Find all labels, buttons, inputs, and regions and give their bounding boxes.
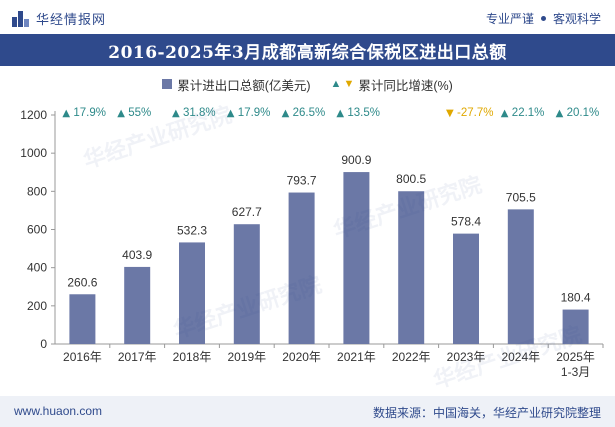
growth-up-triangle-icon: ▲ [282, 108, 290, 119]
bar [507, 209, 534, 344]
growth-up-triangle-icon: ▲ [227, 108, 235, 119]
x-tick-label: 2025年 [556, 350, 595, 364]
slogan: 专业严谨 客观科学 [486, 10, 601, 27]
x-tick-label: 2024年 [501, 350, 540, 364]
footer-source: 数据来源：中国海关，华经产业研究院整理 [372, 406, 601, 420]
growth-label: 26.5% [293, 107, 326, 119]
bar-value-label: 705.5 [506, 190, 536, 204]
brand-name: 华经情报网 [36, 12, 107, 27]
y-tick-label: 600 [27, 223, 47, 237]
bar-value-label: 532.3 [177, 223, 207, 237]
slogan-dot-icon [540, 16, 546, 21]
y-tick-label: 0 [40, 337, 47, 351]
bar-value-label: 800.5 [396, 172, 426, 186]
bar [124, 266, 151, 344]
x-tick-label: 2022年 [392, 350, 431, 364]
growth-label: 17.9% [238, 107, 271, 119]
bar-value-label: 627.7 [232, 205, 262, 219]
brand[interactable]: 华经情报网 [12, 9, 106, 28]
top-bar: 华经情报网 专业严谨 客观科学 [0, 0, 615, 34]
bar [453, 233, 479, 344]
x-tick-label: 2016年 [63, 350, 102, 364]
bar-value-label: 793.7 [287, 174, 317, 188]
y-tick-label: 1200 [20, 108, 47, 122]
footer-site-link[interactable]: www.huaon.com [14, 404, 103, 418]
bar [562, 309, 589, 344]
bar [179, 242, 205, 344]
x-tick-label: 2019年 [227, 350, 266, 364]
growth-up-triangle-icon: ▲ [62, 108, 70, 119]
footer: www.huaon.com 数据来源：中国海关，华经产业研究院整理 [0, 396, 615, 427]
growth-up-triangle-icon: ▲ [117, 108, 125, 119]
legend-bar-swatch-icon [162, 79, 173, 89]
growth-up-triangle-icon: ▲ [501, 108, 509, 119]
slogan-right: 客观科学 [552, 12, 601, 26]
growth-label: 31.8% [183, 107, 216, 119]
growth-label: -27.7% [457, 107, 493, 119]
bar [69, 294, 96, 344]
y-tick-label: 1000 [20, 146, 47, 160]
bar-value-label: 403.9 [122, 248, 152, 262]
growth-label: 17.9% [73, 107, 106, 119]
y-tick-label: 200 [27, 299, 47, 313]
growth-label: 20.1% [567, 107, 600, 119]
growth-up-triangle-icon: ▲ [556, 108, 564, 119]
x-tick-label: 2023年 [447, 350, 486, 364]
bar-value-label: 260.6 [67, 275, 97, 289]
legend-up-triangle-icon: ▲ [330, 78, 342, 90]
bar [398, 191, 425, 344]
bar [343, 172, 370, 344]
bar-value-label: 900.9 [341, 153, 371, 167]
brand-logo-icon [12, 10, 30, 27]
bar-value-label: 578.4 [451, 215, 481, 229]
bar-value-label: 180.4 [561, 291, 591, 305]
slogan-left: 专业严谨 [485, 12, 534, 26]
growth-up-triangle-icon: ▲ [172, 108, 180, 119]
growth-label: 13.5% [347, 107, 380, 119]
growth-down-triangle-icon: ▼ [446, 108, 454, 119]
legend: 累计进出口总额(亿美元) ▲ ▼ 累计同比增速(%) [0, 74, 615, 94]
bar [233, 224, 260, 344]
y-tick-label: 400 [27, 261, 47, 275]
legend-down-triangle-icon: ▼ [343, 78, 355, 90]
x-tick-label: 2018年 [173, 350, 212, 364]
chart-title: 2016-2025年3月成都高新综合保税区进出口总额 [108, 42, 507, 63]
legend-growth-series[interactable]: ▲ ▼ 累计同比增速(%) [331, 75, 453, 94]
growth-label: 22.1% [512, 107, 545, 119]
legend-bar-series[interactable]: 累计进出口总额(亿美元) [162, 75, 311, 94]
bar [288, 192, 315, 344]
y-tick-label: 800 [27, 184, 47, 198]
title-bar: 2016-2025年3月成都高新综合保税区进出口总额 [0, 34, 615, 66]
growth-label: 55% [128, 107, 151, 119]
x-tick-label: 2020年 [282, 350, 321, 364]
legend-bar-label: 累计进出口总额(亿美元) [177, 78, 311, 93]
legend-growth-label: 累计同比增速(%) [358, 78, 453, 93]
x-tick-label: 2021年 [337, 350, 376, 364]
x-tick-label: 2017年 [118, 350, 157, 364]
growth-up-triangle-icon: ▲ [336, 108, 344, 119]
x-tick-label: 1-3月 [561, 365, 590, 379]
